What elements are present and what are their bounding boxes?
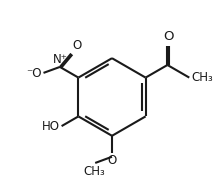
Text: CH₃: CH₃ [83,165,105,178]
Text: O: O [72,39,81,52]
Text: O: O [164,30,174,43]
Text: ⁻O: ⁻O [26,67,42,80]
Text: O: O [107,154,117,167]
Text: N⁺: N⁺ [52,53,67,66]
Text: CH₃: CH₃ [191,71,213,84]
Text: HO: HO [42,120,60,133]
